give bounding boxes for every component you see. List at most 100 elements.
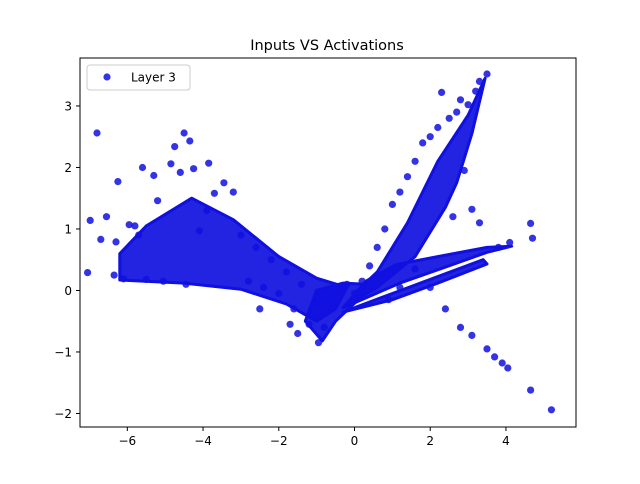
data-point xyxy=(411,265,419,273)
data-point xyxy=(180,129,188,137)
data-point xyxy=(388,200,396,208)
data-point xyxy=(275,289,283,298)
point-cloud-4 xyxy=(341,244,514,310)
data-point xyxy=(205,159,213,167)
data-point xyxy=(229,188,237,196)
data-point xyxy=(84,269,92,277)
data-point xyxy=(547,406,556,414)
y-tick-label: 1 xyxy=(64,222,72,236)
data-point xyxy=(494,243,502,251)
data-point xyxy=(286,320,294,328)
data-point xyxy=(320,323,328,331)
data-point xyxy=(305,320,313,328)
x-tick-label: −6 xyxy=(118,434,136,448)
data-point xyxy=(335,286,343,295)
data-point xyxy=(220,179,228,187)
data-point xyxy=(142,275,150,283)
data-point xyxy=(528,234,537,242)
data-point xyxy=(358,277,366,285)
data-point xyxy=(114,178,122,186)
data-point xyxy=(426,133,434,141)
data-point xyxy=(506,238,514,247)
data-point xyxy=(328,305,336,313)
data-point xyxy=(373,243,381,251)
data-point xyxy=(176,168,184,176)
x-tick-label: 4 xyxy=(502,434,510,448)
data-point xyxy=(93,129,101,137)
data-point xyxy=(237,231,245,239)
data-point xyxy=(244,277,253,285)
y-tick-label: 0 xyxy=(64,284,72,298)
data-point xyxy=(186,137,194,145)
y-tick-label: 3 xyxy=(64,99,72,113)
data-point xyxy=(297,280,306,288)
data-point xyxy=(290,305,298,313)
legend: Layer 3 xyxy=(86,64,191,91)
data-point xyxy=(314,339,323,347)
data-point xyxy=(456,96,465,104)
legend-box xyxy=(86,64,191,91)
data-point xyxy=(294,329,302,338)
data-point xyxy=(475,219,484,227)
data-point xyxy=(97,235,105,243)
data-point xyxy=(527,386,535,394)
data-point xyxy=(491,353,499,361)
data-point xyxy=(483,70,491,78)
data-point xyxy=(110,271,118,279)
data-point xyxy=(159,277,167,285)
data-point xyxy=(282,268,290,276)
data-point xyxy=(396,283,404,291)
data-point xyxy=(453,108,461,116)
data-point xyxy=(449,213,457,221)
data-point xyxy=(154,197,162,205)
data-point xyxy=(445,114,453,122)
data-point xyxy=(267,256,275,264)
data-point xyxy=(498,359,506,367)
x-tick-label: 2 xyxy=(426,434,434,448)
y-tick-label: 2 xyxy=(64,161,72,175)
x-axis: −6 −4 −2 0 2 4 xyxy=(118,427,510,448)
data-point xyxy=(119,275,128,283)
data-point xyxy=(403,173,412,181)
point-cloud-1 xyxy=(118,196,349,323)
data-point xyxy=(112,238,120,246)
data-point xyxy=(102,213,111,221)
data-point xyxy=(419,139,427,147)
data-point xyxy=(150,171,158,180)
x-tick-label: −2 xyxy=(270,434,288,448)
data-point xyxy=(527,219,535,227)
data-point xyxy=(256,305,264,313)
legend-label: Layer 3 xyxy=(131,71,176,85)
data-point xyxy=(260,283,268,291)
data-point xyxy=(171,143,179,151)
data-point xyxy=(182,280,190,288)
chart-title: Inputs VS Activations xyxy=(250,38,404,54)
data-point xyxy=(468,205,476,213)
data-point xyxy=(135,231,143,239)
data-point xyxy=(138,163,147,172)
y-axis: −2 −1 0 1 2 3 xyxy=(54,99,80,421)
data-point xyxy=(441,305,449,313)
x-tick-label: −4 xyxy=(194,434,212,448)
data-point xyxy=(343,280,351,288)
data-point xyxy=(385,296,393,304)
data-point xyxy=(475,77,484,85)
data-point xyxy=(504,364,512,372)
data-point xyxy=(125,221,133,229)
plot-frame xyxy=(79,57,577,428)
data-points xyxy=(84,70,556,414)
data-point xyxy=(313,299,321,307)
data-point xyxy=(190,165,198,173)
data-point xyxy=(252,243,260,251)
data-point xyxy=(460,166,468,175)
data-point xyxy=(210,189,218,197)
legend-marker xyxy=(103,73,111,81)
data-point xyxy=(464,101,472,109)
data-point xyxy=(483,345,491,353)
data-point xyxy=(438,88,446,96)
data-point xyxy=(472,87,480,95)
density-bands xyxy=(118,76,514,343)
data-point xyxy=(411,157,419,165)
